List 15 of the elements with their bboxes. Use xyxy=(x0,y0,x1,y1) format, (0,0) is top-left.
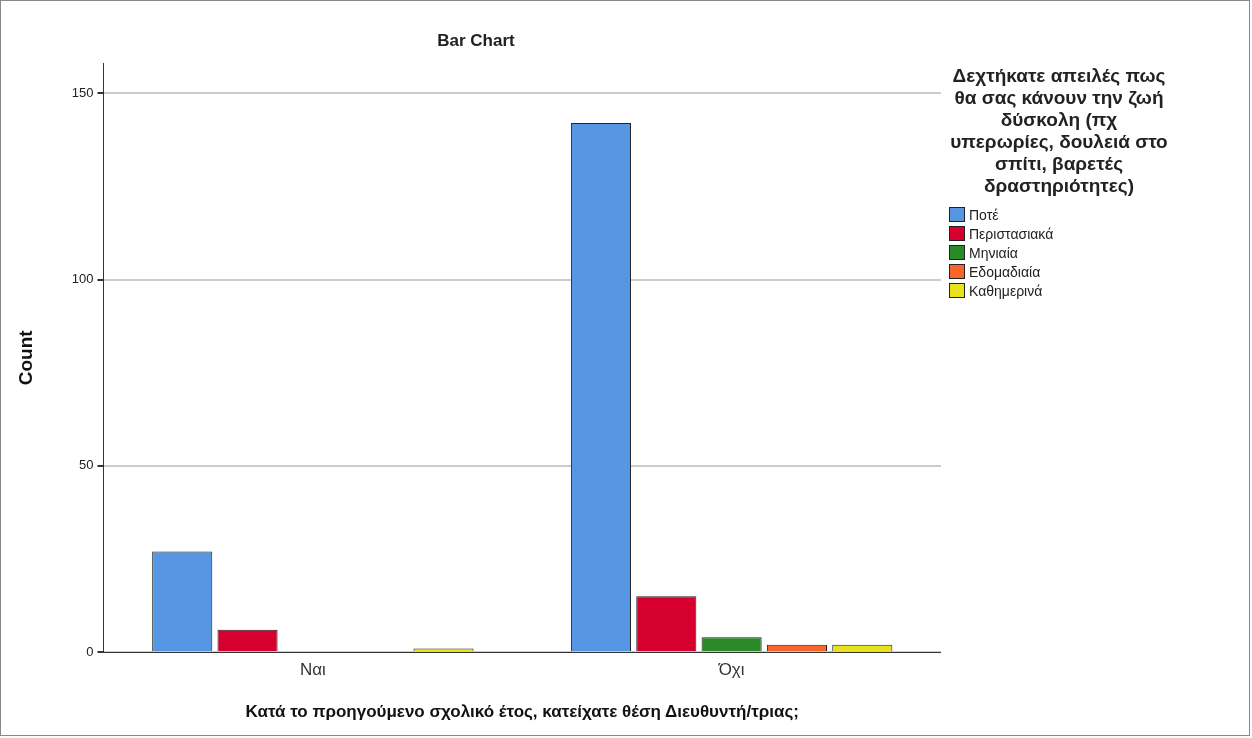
y-axis-title: Count xyxy=(14,329,36,386)
legend-label: Καθημερινά xyxy=(969,282,1043,299)
y-tick-label: 150 xyxy=(71,84,94,100)
y-tick-label: 100 xyxy=(71,271,94,287)
y-tick-label: 50 xyxy=(79,457,94,473)
x-axis-title: Κατά το προηγούμενο σχολικό έτος, κατείχατε θέση Διευθυντή/τριας; xyxy=(245,702,799,722)
legend-label: Περιστασιακά xyxy=(969,225,1054,242)
legend-label: Εδομαδιαία xyxy=(969,263,1041,280)
legend-label: Ποτέ xyxy=(969,206,999,223)
legend-title: Δεχτήκατε απειλές πως θα σας κάνουν την ζωή δύσκολη (πχ υπερωρίες, δουλειά στο σπίτι, βαρετές δραστηριότητες) xyxy=(949,65,1169,197)
chart-title: Bar Chart xyxy=(437,30,516,50)
legend-label: Μηνιαία xyxy=(969,244,1018,261)
x-tick-label: Ναι xyxy=(299,660,327,680)
x-tick-label: Όχι xyxy=(717,660,745,680)
y-tick-label: 0 xyxy=(86,643,94,659)
